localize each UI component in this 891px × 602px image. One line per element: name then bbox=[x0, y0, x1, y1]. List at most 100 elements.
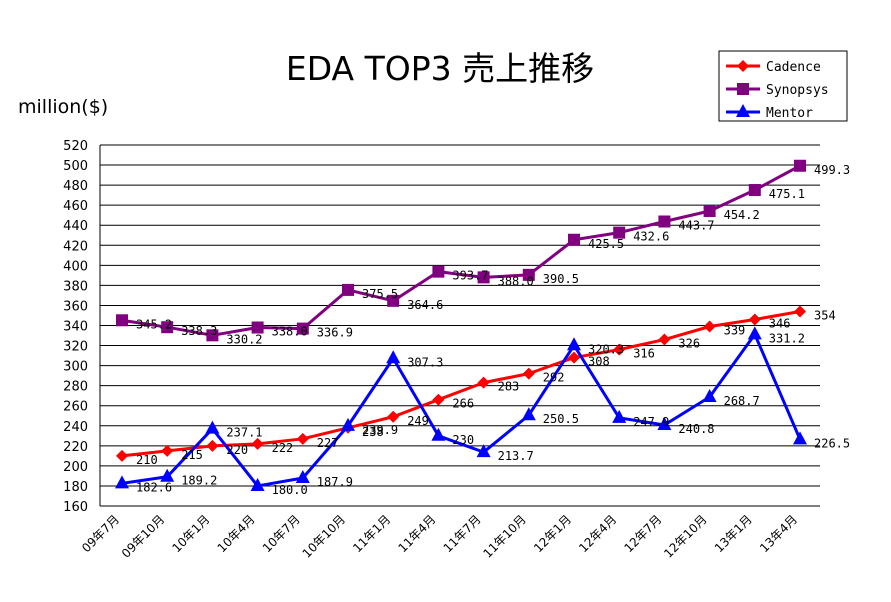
y-tick-label: 260 bbox=[63, 400, 88, 415]
data-label-mentor: 247.9 bbox=[633, 415, 669, 429]
data-point-cadence bbox=[748, 313, 761, 326]
data-point-cadence bbox=[568, 351, 580, 364]
y-tick-label: 340 bbox=[63, 320, 88, 335]
data-label-cadence: 238 bbox=[362, 425, 384, 439]
data-label-synopsys: 499.3 bbox=[814, 163, 850, 177]
data-point-synopsys bbox=[568, 233, 580, 246]
data-point-synopsys bbox=[748, 184, 761, 197]
data-label-synopsys: 338.3 bbox=[181, 324, 217, 338]
y-tick-label: 500 bbox=[63, 159, 88, 174]
y-tick-label: 400 bbox=[63, 259, 88, 274]
data-point-mentor bbox=[476, 444, 491, 458]
data-label-synopsys: 390.5 bbox=[543, 272, 579, 286]
y-tick-label: 160 bbox=[63, 500, 88, 515]
data-point-synopsys bbox=[161, 321, 174, 334]
data-point-mentor bbox=[747, 326, 762, 340]
grid-lines bbox=[99, 144, 820, 507]
x-tick-label: 11年7月 bbox=[441, 512, 484, 555]
x-tick-label: 10年1月 bbox=[169, 512, 212, 555]
data-label-synopsys: 388.0 bbox=[498, 274, 534, 288]
data-label-cadence: 354 bbox=[814, 308, 836, 322]
data-label-synopsys: 330.2 bbox=[226, 332, 262, 346]
data-label-mentor: 230 bbox=[452, 433, 474, 447]
x-tick-label: 12年10月 bbox=[661, 512, 709, 560]
data-label-mentor: 213.7 bbox=[498, 449, 534, 463]
legend-marker-cadence bbox=[737, 60, 749, 72]
data-label-mentor: 268.7 bbox=[724, 394, 760, 408]
y-tick-label: 180 bbox=[63, 480, 88, 495]
data-point-synopsys bbox=[658, 215, 671, 228]
x-tick-label: 12年1月 bbox=[531, 512, 574, 555]
data-label-cadence: 222 bbox=[272, 441, 294, 455]
data-label-cadence: 326 bbox=[678, 337, 700, 351]
data-label-synopsys: 345.2 bbox=[136, 317, 172, 331]
x-tick-label: 09年7月 bbox=[79, 512, 122, 555]
data-label-cadence: 292 bbox=[543, 371, 565, 385]
data-point-synopsys bbox=[703, 204, 716, 217]
legend: Cadence Synopsys Mentor bbox=[718, 50, 848, 122]
data-label-mentor: 239.9 bbox=[362, 423, 398, 437]
data-label-synopsys: 364.6 bbox=[407, 298, 443, 312]
x-tick-label: 11年1月 bbox=[350, 512, 393, 555]
data-label-synopsys: 432.6 bbox=[633, 230, 669, 244]
data-point-cadence bbox=[522, 367, 535, 380]
y-tick-label: 240 bbox=[63, 420, 88, 435]
data-point-mentor bbox=[567, 337, 581, 351]
series-line-mentor bbox=[121, 332, 802, 488]
data-point-cadence bbox=[251, 437, 264, 450]
data-label-mentor: 320.3 bbox=[588, 342, 624, 356]
legend-marker-synopsys bbox=[737, 83, 749, 95]
data-label-synopsys: 443.7 bbox=[678, 219, 714, 233]
data-point-synopsys bbox=[206, 329, 219, 342]
chart-title: EDA TOP3 売上推移 bbox=[286, 49, 594, 88]
y-tick-label: 420 bbox=[63, 239, 88, 254]
data-point-synopsys bbox=[432, 265, 445, 278]
data-labels: 210 215 220 222 227 238 249 266 283 292 308 316 326 3… bbox=[136, 163, 850, 497]
y-tick-label: 520 bbox=[63, 139, 88, 154]
y-tick-labels: 160 180 200 220 240 260 280 300 320 340 360 380 400 4… bbox=[63, 139, 88, 515]
data-point-cadence bbox=[161, 444, 174, 457]
y-tick-label: 320 bbox=[63, 340, 88, 355]
y-tick-label: 280 bbox=[63, 380, 88, 395]
y-tick-label: 220 bbox=[63, 440, 88, 455]
data-label-mentor: 307.3 bbox=[407, 355, 443, 369]
data-point-synopsys bbox=[296, 322, 309, 335]
data-label-cadence: 266 bbox=[452, 397, 474, 411]
data-label-synopsys: 475.1 bbox=[769, 187, 805, 201]
series-line-synopsys bbox=[121, 164, 801, 337]
x-tick-label: 13年1月 bbox=[712, 512, 755, 555]
series-layer bbox=[115, 159, 807, 491]
y-tick-label: 440 bbox=[63, 219, 88, 234]
data-label-mentor: 180.0 bbox=[272, 483, 308, 497]
data-point-mentor bbox=[386, 350, 401, 364]
data-label-mentor: 250.5 bbox=[543, 412, 579, 426]
data-point-synopsys bbox=[522, 268, 535, 281]
data-point-cadence bbox=[613, 343, 626, 356]
data-point-mentor bbox=[793, 431, 807, 445]
data-label-mentor: 187.9 bbox=[317, 475, 353, 489]
data-label-cadence: 308 bbox=[588, 355, 610, 369]
x-tick-label: 13年4月 bbox=[757, 512, 800, 555]
data-point-cadence bbox=[477, 376, 490, 389]
legend-marker-mentor bbox=[736, 104, 750, 117]
data-label-cadence: 215 bbox=[181, 448, 203, 462]
y-tick-label: 380 bbox=[63, 279, 88, 294]
y-tick-label: 300 bbox=[63, 360, 88, 375]
series-line-cadence bbox=[121, 309, 801, 458]
data-point-mentor bbox=[295, 470, 310, 484]
y-tick-label: 360 bbox=[63, 299, 88, 314]
data-label-cadence: 227 bbox=[317, 436, 339, 450]
data-label-mentor: 240.8 bbox=[678, 422, 714, 436]
legend-label-cadence: Cadence bbox=[766, 60, 821, 75]
data-label-cadence: 283 bbox=[498, 380, 520, 394]
data-label-mentor: 182.6 bbox=[136, 480, 172, 494]
y-tick-label: 200 bbox=[63, 460, 88, 475]
data-label-synopsys: 393.7 bbox=[452, 269, 488, 283]
data-point-synopsys bbox=[387, 294, 400, 307]
data-label-synopsys: 375.5 bbox=[362, 287, 398, 301]
data-label-synopsys: 338.0 bbox=[272, 325, 308, 339]
x-tick-label: 12年4月 bbox=[576, 512, 619, 555]
data-point-synopsys bbox=[342, 283, 354, 296]
